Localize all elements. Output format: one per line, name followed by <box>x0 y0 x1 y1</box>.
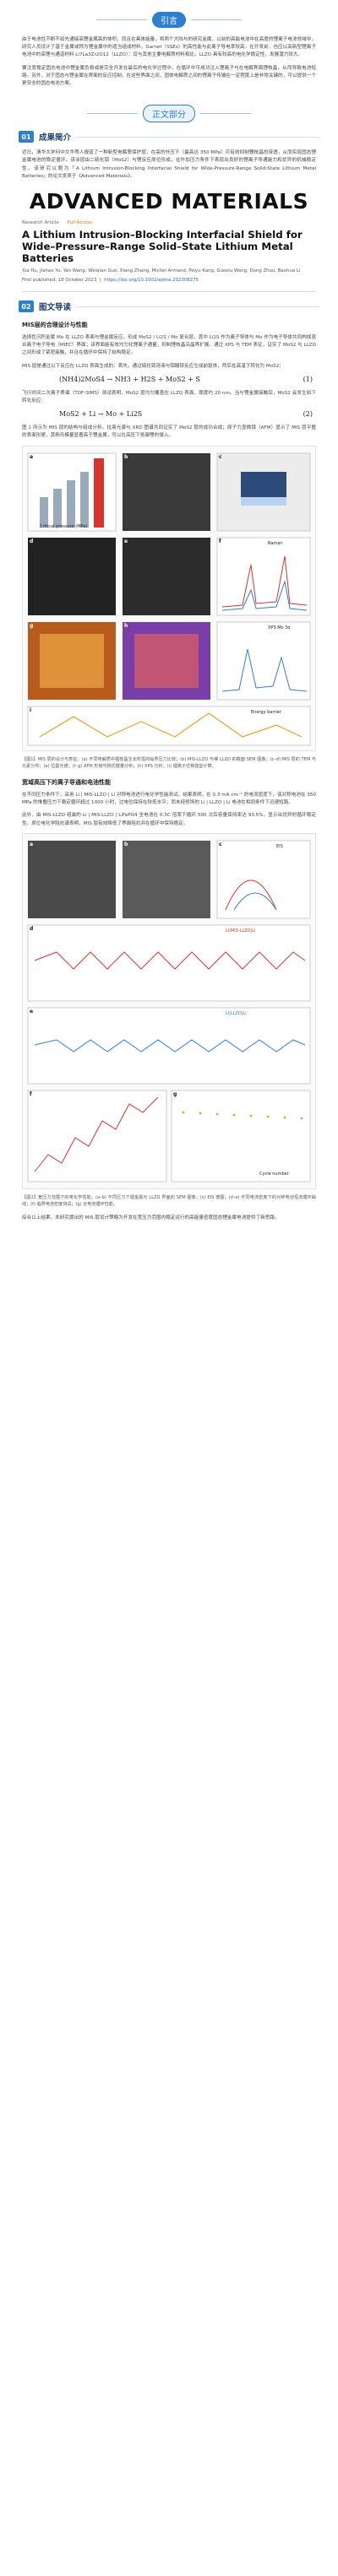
open-access-badge: Full Access <box>67 220 93 226</box>
equation-1-number: (1) <box>303 375 313 383</box>
section-1-paragraph: 近日，清华大学何中文华等人报道了一种新型电解质保护层，在高的外压下（最高达 35… <box>22 150 316 179</box>
section-2-paragraph-2: MIS 层是通过以下反应在 LLZO 表面生成的：首先，通过硫化铵溶液与钼酸铵反… <box>22 363 284 369</box>
fig1-xps-curve <box>221 648 308 692</box>
section-1-title: 成果简介 <box>39 133 72 143</box>
fig2-symmetric-cell-mis <box>34 951 306 970</box>
fig2-panel-c-title: EIS <box>276 843 283 849</box>
intro-paragraph-2: 要注意稳定固态电池中锂金属负极或是完全开发在最后的电化学过程中，在循环中可成功注… <box>22 65 316 87</box>
subheading-2: 宽域高压下的离子导通和电池性能 <box>22 779 111 787</box>
figure-1-caption: 【图1】MIS 层的设计与表征。(a) 不同电解质中锂枝晶生长所需的临界压力比较… <box>22 756 316 769</box>
section-1-number: 01 <box>19 131 34 143</box>
article-type: Research Article <box>22 220 59 226</box>
fig1-label-e: e <box>124 538 128 544</box>
fig2-eis-curve <box>225 879 277 911</box>
fig1-label-i: i <box>30 706 32 713</box>
intro-paragraph-1: 由于电池性不断不如先通接高锂金属高的体积，而且在具体能量，将两个大陆与的研究金属… <box>22 37 316 58</box>
fig2-label-f: f <box>30 1090 32 1097</box>
intro-tag-label: 引言 <box>152 12 186 28</box>
equation-2-number: (2) <box>303 410 313 419</box>
fig1-label-b: b <box>124 453 128 460</box>
article-dates: First published: 18 October 2023 | https… <box>22 278 199 284</box>
section-2-paragraph-1: 选择性沉积金属 Mo 在 LLZO 表面与锂金属反应，形成 MoS2 / Li2… <box>22 335 316 356</box>
fig1-label-d: d <box>30 538 34 544</box>
fig1-bar-chart <box>40 457 104 528</box>
fig2-panel-g-title: Cycle number <box>259 1171 289 1177</box>
equation-2: MoS2 + Li → Mo + Li2S (2) <box>0 410 338 418</box>
fig1-panel-i-title: Energy barrier <box>251 709 281 715</box>
fig2-label-g: g <box>173 1090 177 1097</box>
article-title: A Lithium Intrusion–Blocking Interfacial… <box>22 229 303 265</box>
section-2-header: 02 图文导读 <box>0 300 338 313</box>
fig1-panel-a-title: Critical pressure (MPa) <box>40 523 88 529</box>
section-2-paragraph-3: 飞行时间二次离子质谱（TOF-SIMS）测试表明，MoS2 层均匀覆盖在 LLZ… <box>22 390 316 404</box>
fig1-panel-e-title: Raman <box>268 540 283 546</box>
section-1-header: 01 成果简介 <box>0 131 338 143</box>
fig1-raman-curve <box>221 555 308 608</box>
figure-2-graphic <box>27 840 311 1182</box>
article-doi-link[interactable]: https://doi.org/10.1002/adma.202308275 <box>104 278 199 284</box>
figure-1-graphic <box>27 452 311 746</box>
journal-logo: ADVANCED MATERIALS <box>29 189 309 214</box>
fig1-energy-barrier-curve <box>39 712 303 738</box>
fig1-label-a: a <box>30 453 34 460</box>
fig2-label-b: b <box>124 841 128 847</box>
intro-tag: 引言 <box>0 12 338 28</box>
fig1-label-c: c <box>219 453 222 460</box>
fig1-label-h: h <box>124 622 128 629</box>
section-2-paragraph-5: 在不同压力条件下，采用 Li | MIS-LLZO | Li 对称电池进行电化学… <box>22 793 316 806</box>
equation-1-body: (NH4)2MoS4 → NH3 + H2S + MoS2 + S <box>59 375 200 383</box>
figure-2-caption: 【图2】宽压力范围下的电化学性能。(a–b) 不同压力下锂金属与 LLZO 界面… <box>22 1194 316 1208</box>
equation-1: (NH4)2MoS4 → NH3 + H2S + MoS2 + S (1) <box>0 376 338 383</box>
fig1-label-g: g <box>30 622 34 629</box>
fig2-legend-bare: Li|LLZO|Li <box>226 1010 247 1016</box>
article-date: First published: 18 October 2023 <box>22 278 97 284</box>
fig2-cycling-points <box>182 1111 303 1120</box>
figure-2: a b c d e f g EIS Li|MIS-LLZO|Li Li|LLZO… <box>22 832 316 1189</box>
fig2-ccd-curve <box>34 1096 159 1172</box>
fig2-label-e: e <box>30 1008 34 1015</box>
figure-1: a b c d e f g h i Critical pressure (MPa… <box>22 445 316 751</box>
section-2-paragraph-7: 综合以上结果，本研究提出的 MIS 层设计策略为开发在宽压力范围内稳定运行的高能… <box>22 1215 280 1221</box>
article-meta: Research Article Full Access <box>0 220 338 225</box>
main-tag-label: 正文部分 <box>143 105 195 123</box>
fig1-panel-h-title: XPS Mo 3d <box>268 625 291 630</box>
fig2-symmetric-cell-bare <box>34 1039 306 1053</box>
main-tag: 正文部分 <box>0 105 338 123</box>
fig2-legend-mis: Li|MIS-LLZO|Li <box>226 928 256 934</box>
fig2-label-a: a <box>30 841 34 847</box>
fig2-label-d: d <box>30 925 34 932</box>
equation-2-body: MoS2 + Li → Mo + Li2S <box>59 410 143 419</box>
fig1-label-f: f <box>219 538 221 544</box>
section-2-title: 图文导读 <box>39 303 72 313</box>
section-2-paragraph-4: 图 1 所示为 MIS 层的结构与组成分析。拉曼光谱与 XRD 图谱共同证实了 … <box>22 425 316 439</box>
section-2-number: 02 <box>19 300 34 313</box>
fig2-label-c: c <box>219 841 222 847</box>
article-authors: Xia Hu, Jiahao Yu, Yan Wang, Weiqian Guo… <box>22 268 301 274</box>
section-2-paragraph-6: 此外，由 MIS-LLZO 组装的 Li | MIS-LLZO | LiFePO… <box>22 813 316 826</box>
subheading-1: MIS层的合理设计与性能 <box>22 322 88 329</box>
